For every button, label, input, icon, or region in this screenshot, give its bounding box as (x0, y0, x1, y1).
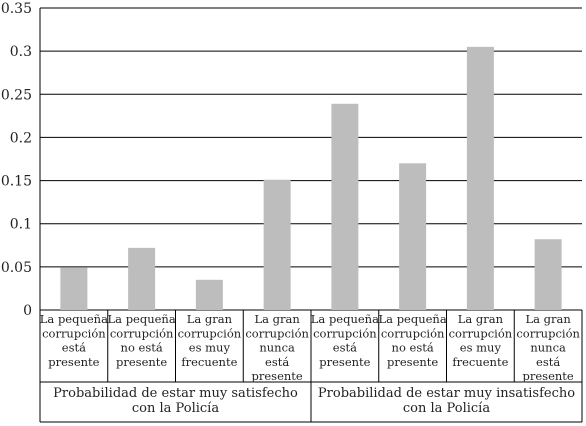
y-tick-label: 0.2 (10, 130, 32, 146)
bar (60, 267, 88, 310)
category-label-line: frecuente (452, 355, 508, 369)
category-label-line: no está (392, 341, 434, 355)
category-label: La pequeña corrupción no está presente (379, 312, 447, 369)
category-label-line: La gran (525, 312, 571, 326)
category-label-line: corrupción (178, 326, 242, 340)
category-label-line: corrupción (313, 326, 377, 340)
group-label-line: con la Policía (403, 401, 490, 416)
bar (399, 163, 427, 310)
bar (534, 239, 562, 310)
category-label: La gran corrupción es muy frecuente (178, 312, 242, 369)
category-label-line: La pequeña (311, 312, 379, 326)
category-label-line: está (333, 341, 357, 355)
category-label-line: La pequeña (40, 312, 108, 326)
y-tick-label: 0 (23, 303, 32, 319)
category-label-line: corrupción (449, 326, 513, 340)
group-label-line: con la Policía (132, 401, 219, 416)
group-label: Probabilidad de estar muy insatisfecho co… (318, 386, 575, 416)
category-label: La pequeña corrupción está presente (311, 312, 379, 369)
category-label-line: nunca (530, 341, 566, 355)
category-label-line: corrupción (110, 326, 174, 340)
category-label-line: corrupción (245, 326, 309, 340)
category-label-line: corrupción (42, 326, 106, 340)
y-tick-label: 0.15 (1, 174, 32, 190)
group-label: Probabilidad de estar muy satisfecho con … (53, 386, 298, 416)
bar (128, 247, 156, 310)
category-label: La pequeña corrupción está presente (40, 312, 108, 369)
category-label-line: corrupción (381, 326, 445, 340)
y-tick-label: 0.25 (1, 87, 32, 103)
category-label-line: presente (116, 355, 167, 369)
category-label: La gran corrupción es muy frecuente (449, 312, 513, 369)
category-label-line: presente (523, 369, 574, 383)
category-label-line: es muy (189, 341, 231, 355)
category-label-line: La pequeña (379, 312, 447, 326)
category-label-line: La gran (254, 312, 300, 326)
category-label-line: está (265, 355, 289, 369)
group-label-line: Probabilidad de estar muy satisfecho (53, 386, 298, 401)
category-label-line: está (536, 355, 560, 369)
y-tick-label: 0.1 (10, 217, 32, 233)
category-label-line: corrupción (516, 326, 580, 340)
category-label-line: es muy (460, 341, 502, 355)
category-label-line: La gran (458, 312, 504, 326)
category-label-line: frecuente (181, 355, 237, 369)
category-label: La pequeña corrupción no está presente (108, 312, 176, 369)
y-tick-label: 0.05 (1, 260, 32, 276)
category-label: La gran corrupción nunca está presente (245, 312, 309, 383)
bar (263, 179, 291, 310)
category-label-line: está (62, 341, 86, 355)
category-label-line: no está (121, 341, 163, 355)
y-tick-label: 0.3 (10, 44, 32, 60)
category-label-line: presente (387, 355, 438, 369)
y-tick-labels: 0 0.05 0.1 0.15 0.2 0.25 0.3 0.35 (1, 1, 32, 319)
category-label-line: presente (319, 355, 370, 369)
group-labels: Probabilidad de estar muy satisfecho con … (40, 382, 583, 423)
bar (331, 103, 359, 310)
bar (466, 46, 494, 310)
group-label-line: Probabilidad de estar muy insatisfecho (318, 386, 575, 401)
category-label-line: La gran (187, 312, 233, 326)
category-label-line: nunca (259, 341, 295, 355)
bars (60, 46, 562, 310)
category-label: La gran corrupción nunca está presente (516, 312, 580, 383)
category-label-line: presente (252, 369, 303, 383)
y-tick-label: 0.35 (1, 1, 32, 17)
bar (195, 279, 223, 310)
category-label-line: La pequeña (108, 312, 176, 326)
category-label-line: presente (48, 355, 99, 369)
